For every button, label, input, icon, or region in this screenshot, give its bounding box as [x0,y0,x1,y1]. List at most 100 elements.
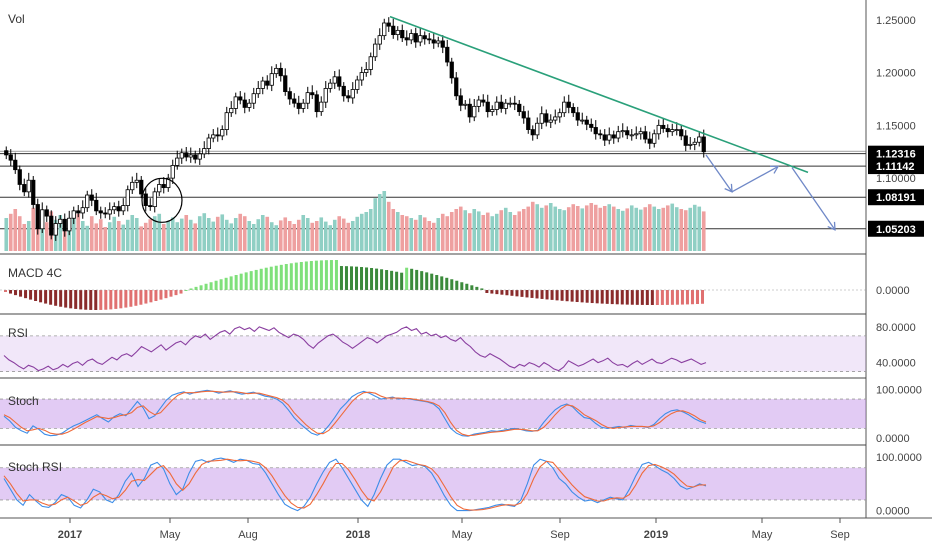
macd-bar [530,290,534,298]
macd-bar [595,290,599,304]
macd-bar [204,283,208,290]
macd-bar [390,270,394,290]
macd-bar [660,290,664,305]
macd-bar [535,290,539,299]
volume-bar [265,216,270,251]
candle-up [368,56,373,70]
rsi-panel [0,326,866,372]
candle-up [301,102,306,109]
volume-bar [157,213,162,251]
volume-bar [89,216,94,251]
stoch-tick-label: 100.0000 [876,384,922,396]
volume-bar [584,205,589,251]
arrow-head [827,221,836,231]
candle-up [539,113,544,124]
candle-up [202,148,207,155]
macd-bar [239,273,243,290]
macd-bar [139,290,143,305]
volume-bar [395,212,400,251]
macd-bar [64,290,68,308]
stoch-panel-title: Stoch [8,394,39,408]
candle-down [427,38,432,41]
volume-bar [314,221,319,251]
candle-up [188,154,193,158]
volume-bar [80,221,85,251]
macd-bar [570,290,574,302]
volume-bar [184,215,189,251]
candle-down [310,92,315,96]
volume-bar [211,221,216,251]
stoch-rsi-panel [0,457,866,512]
candle-down [593,127,598,135]
volume-bar [364,212,369,251]
volume-bar [220,214,225,251]
macd-bar [685,290,689,305]
macd-bar [455,280,459,290]
candle-up [364,69,369,73]
candle-down [661,124,666,129]
volume-bar [350,221,355,251]
volume-bar [611,206,616,251]
macd-bar [470,285,474,290]
macd-bar [324,260,328,290]
candle-down [4,150,9,156]
volume-bar [229,223,234,251]
macd-bar [274,265,278,290]
candle-up [80,207,85,214]
candle-down [499,101,504,109]
candle-up [170,165,175,179]
volume-bar [98,219,103,251]
candle-up [179,152,184,159]
candle-down [575,112,580,121]
volume-bar [247,221,252,251]
macd-bar [465,283,469,290]
macd-bar [194,286,198,290]
candle-down [238,96,243,101]
volume-bar [233,218,238,251]
candle-down [445,46,450,63]
macd-bar [645,290,649,305]
candle-down [544,113,549,123]
volume-bar [337,216,342,251]
macd-bar [59,290,63,307]
macd-bar [655,290,659,305]
macd-bar [304,261,308,290]
candle-down [265,80,270,86]
series-line-k [3,457,707,512]
macd-bar [515,290,519,297]
price-tag-box [868,158,924,175]
candle-down [76,210,81,214]
candle-down [431,39,436,44]
macd-bar [620,290,624,305]
candle-down [517,103,522,113]
macd-bar [214,280,218,290]
candle-up [233,96,238,109]
volume-bar [341,218,346,251]
candle-down [283,75,288,92]
volume-bar [179,218,184,251]
y-tick-label: 1.10000 [876,173,916,185]
macd-bar [29,290,33,300]
volume-bar [44,222,49,251]
volume-bar [526,206,531,251]
macd-bar [600,290,604,304]
candle-down [139,179,144,195]
macd-bar [264,267,268,290]
candle-down [602,134,607,141]
macd-bar [560,290,564,301]
candle-down [94,199,99,212]
volume-bar [116,221,121,251]
macd-bar [339,266,343,290]
candle-up [197,153,202,160]
candle-up [580,119,585,122]
candle-down [44,209,49,217]
volume-bar [296,219,301,251]
macd-bar [309,261,313,290]
volume-bar [8,213,13,251]
volume-bar [391,209,396,251]
volume-bar [152,216,157,251]
candle-up [121,205,126,212]
candle-down [22,184,27,193]
macd-bar [254,269,258,290]
volume-bar [310,222,315,251]
